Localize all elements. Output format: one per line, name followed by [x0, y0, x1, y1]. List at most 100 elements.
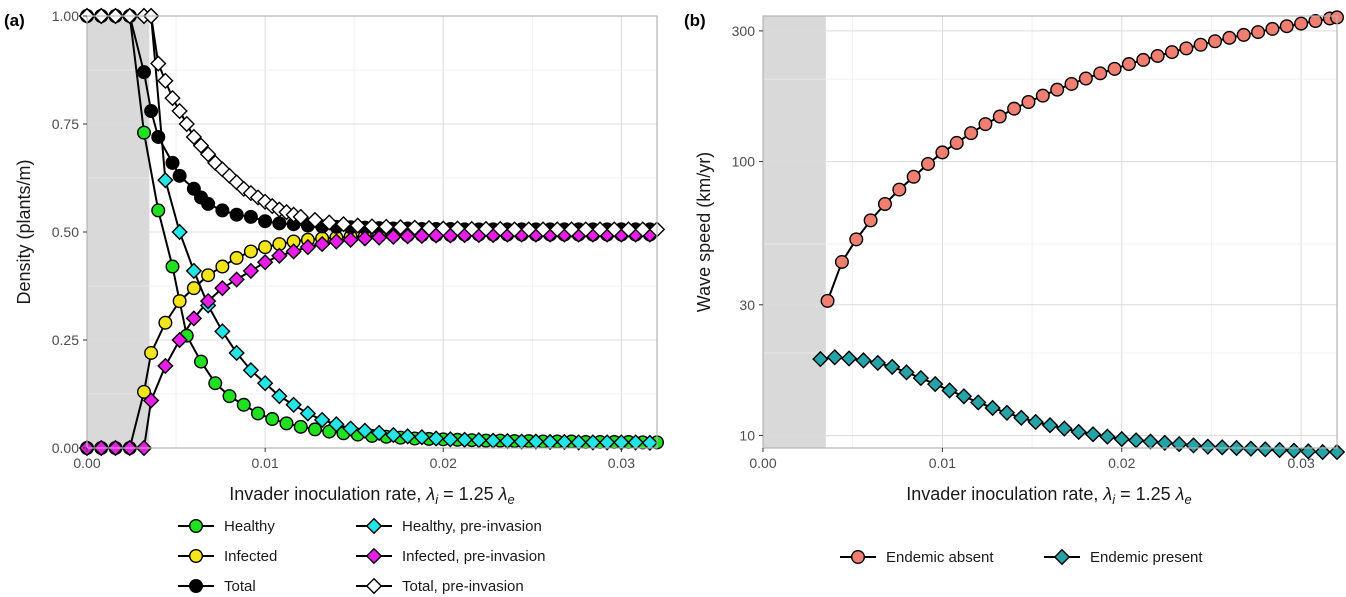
data-point [935, 145, 950, 160]
data-point [363, 218, 381, 235]
data-point [171, 331, 188, 349]
legend-item-infected: Infected [178, 548, 277, 565]
panel-b-label: (b) [684, 11, 706, 30]
data-point [265, 412, 280, 427]
data-point [157, 171, 174, 189]
data-point [313, 235, 331, 253]
data-point [456, 431, 473, 448]
legend-item-infected-pre-invasion: Infected, pre-invasion [356, 547, 545, 565]
legend-label: Infected [224, 548, 277, 565]
data-point [185, 262, 203, 280]
data-point [272, 216, 287, 231]
y-tick-label: 0.00 [52, 440, 79, 456]
data-point [158, 315, 173, 330]
data-point [955, 388, 973, 405]
data-point [157, 357, 174, 375]
data-point [249, 189, 267, 206]
data-point [984, 399, 1001, 417]
data-point [236, 397, 251, 412]
data-point [171, 223, 188, 241]
data-point [1164, 45, 1179, 60]
legend-marker [365, 577, 383, 595]
data-point [970, 394, 987, 411]
data-point [172, 168, 187, 183]
data-point [279, 416, 294, 431]
legend-item-healthy-pre-invasion: Healthy, pre-invasion [356, 517, 542, 535]
data-point [1013, 409, 1030, 427]
data-point [1156, 434, 1173, 452]
data-point [1035, 88, 1050, 103]
panel-a-label: (a) [4, 11, 25, 30]
legend-marker [188, 579, 203, 594]
data-point [921, 156, 936, 171]
data-point [385, 228, 402, 245]
data-point [178, 115, 195, 133]
data-point [370, 229, 388, 246]
data-point [840, 350, 858, 367]
panel-b: (b) 0.00 0.01 0.02 0.03 10 30 100 300 Wave spee… [684, 10, 1346, 566]
data-point [215, 203, 230, 218]
x-tick-label: 0.02 [1108, 455, 1135, 471]
panel-a-y-axis-label: Density (plants/m) [14, 159, 34, 304]
y-tick-label: 10 [739, 427, 755, 443]
data-point [142, 392, 160, 409]
data-point [570, 434, 587, 451]
data-point [1041, 417, 1059, 434]
legend-label: Total [224, 578, 256, 595]
data-point [549, 221, 566, 238]
data-point [378, 218, 395, 236]
data-point [1099, 428, 1116, 445]
data-point [250, 406, 265, 421]
data-point [849, 232, 864, 247]
data-point [164, 89, 181, 107]
data-point [413, 429, 431, 446]
data-point [392, 219, 409, 236]
data-point [299, 405, 317, 422]
legend-label: Endemic absent [886, 549, 994, 566]
data-point [855, 352, 872, 369]
data-point [1208, 34, 1223, 49]
data-point [1078, 71, 1093, 86]
data-point [1064, 76, 1079, 91]
data-point [192, 137, 210, 154]
data-point [1050, 82, 1065, 97]
data-point [420, 219, 438, 237]
data-point [199, 292, 217, 310]
y-tick-label: 1.00 [52, 8, 79, 24]
data-point [563, 221, 580, 238]
data-point [1294, 16, 1309, 31]
y-tick-label: 300 [732, 23, 756, 39]
data-point [541, 433, 559, 451]
data-point [1021, 95, 1036, 110]
data-point [1107, 61, 1122, 76]
data-point [356, 422, 374, 439]
data-point [201, 196, 216, 211]
data-point [215, 259, 230, 274]
data-point [243, 209, 258, 224]
panel-b-plot [762, 10, 1346, 461]
data-point [883, 358, 901, 376]
data-point [243, 244, 258, 259]
data-point [577, 221, 594, 238]
data-point [208, 376, 223, 391]
x-tick-label: 0.00 [73, 455, 100, 471]
data-point [228, 344, 245, 362]
legend-item-endemic-absent: Endemic absent [840, 549, 994, 566]
data-point [998, 404, 1016, 421]
data-point [906, 169, 921, 184]
data-point [584, 434, 602, 451]
data-point [258, 214, 273, 229]
data-point [435, 220, 452, 237]
markers-endemic-absent [820, 10, 1344, 308]
y-tick-label: 100 [732, 154, 756, 170]
data-point [157, 72, 174, 89]
data-point [1265, 21, 1280, 36]
data-point [185, 310, 203, 327]
data-point [1142, 433, 1159, 450]
data-point [1236, 27, 1251, 42]
data-point [863, 213, 878, 228]
plot-background [763, 16, 1337, 448]
data-point [406, 219, 423, 236]
legend-label: Endemic present [1090, 549, 1203, 566]
